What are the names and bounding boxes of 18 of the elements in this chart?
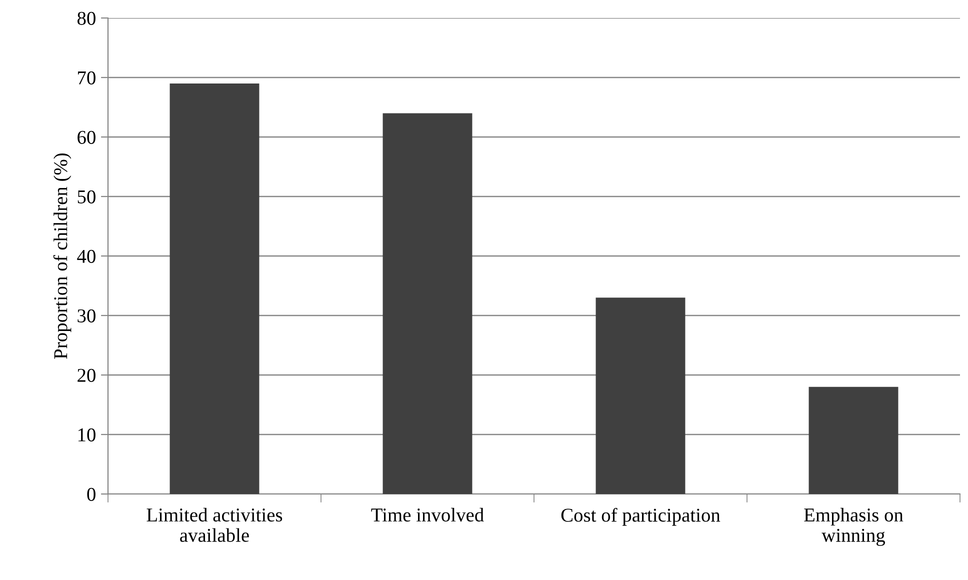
- y-tick-label: 50: [78, 190, 96, 204]
- x-tick-label: Time involved: [371, 508, 484, 522]
- bar: [808, 386, 898, 494]
- y-tick-label: 0: [87, 488, 96, 501]
- y-tick-label: 10: [78, 428, 96, 442]
- bar: [596, 298, 686, 494]
- y-tick-label: 20: [78, 368, 96, 382]
- y-tick-label: 80: [77, 12, 96, 25]
- bar: [382, 113, 472, 494]
- y-tick-label: 70: [78, 71, 96, 84]
- y-tick-label: 60: [78, 130, 96, 144]
- y-tick-label: 40: [77, 250, 96, 263]
- y-tick-label: 30: [78, 309, 96, 322]
- x-tick-label: Limited activities available: [146, 508, 282, 542]
- y-axis-title: Proportion of children (%): [53, 153, 72, 359]
- x-tick-label: Emphasis on winning: [804, 508, 904, 546]
- bar: [170, 83, 260, 494]
- x-tick-label: Cost of participation: [561, 508, 720, 526]
